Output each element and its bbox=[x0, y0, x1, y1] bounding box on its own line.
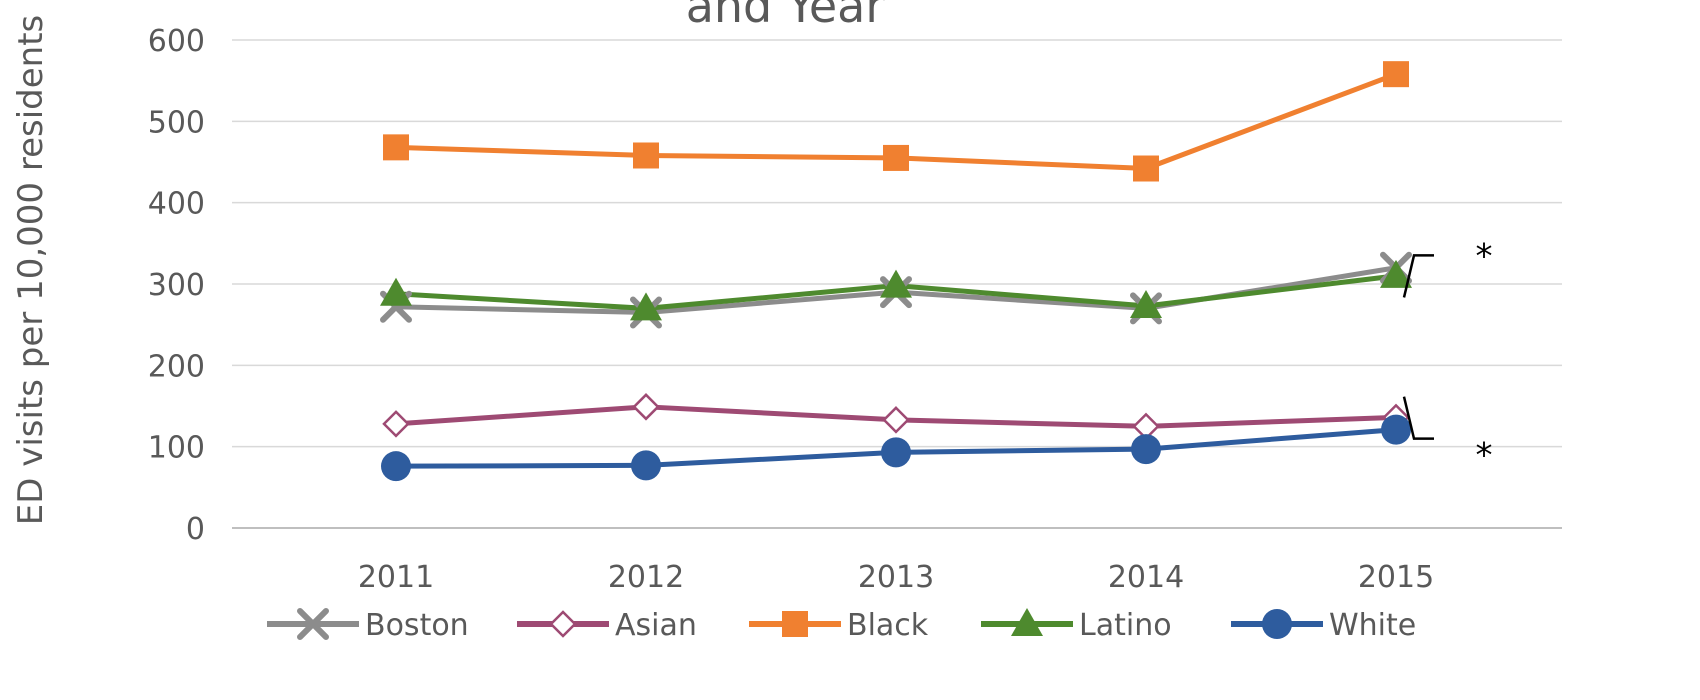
legend-label: Asian bbox=[615, 608, 697, 643]
annotations: ** bbox=[1402, 236, 1493, 476]
data-point bbox=[881, 437, 911, 468]
data-point bbox=[882, 406, 910, 434]
y-tick-label: 200 bbox=[148, 349, 205, 384]
x-tick-label: 2014 bbox=[1108, 560, 1184, 595]
annotation-bracket bbox=[1402, 254, 1434, 298]
legend-item-asian: Asian bbox=[517, 608, 697, 643]
data-point bbox=[383, 134, 409, 161]
y-tick-label: 500 bbox=[148, 105, 205, 140]
x-tick-label: 2015 bbox=[1358, 560, 1434, 595]
legend-item-white: White bbox=[1231, 608, 1416, 643]
y-tick-label: 300 bbox=[148, 268, 205, 303]
data-point bbox=[632, 393, 660, 421]
data-point bbox=[297, 608, 329, 640]
data-point bbox=[782, 611, 808, 637]
x-tick-label: 2013 bbox=[858, 560, 934, 595]
data-point bbox=[549, 610, 577, 638]
y-tick-label: 100 bbox=[148, 431, 205, 466]
series-markers bbox=[380, 61, 1412, 482]
data-point bbox=[382, 410, 410, 438]
data-point bbox=[1262, 609, 1292, 639]
legend-label: White bbox=[1329, 608, 1416, 643]
legend-item-black: Black bbox=[749, 608, 929, 643]
grid-lines bbox=[232, 39, 1562, 448]
data-point bbox=[630, 292, 662, 321]
data-point bbox=[883, 144, 909, 171]
y-axis-label: ED visits per 10,000 residents bbox=[11, 15, 51, 526]
legend-item-latino: Latino bbox=[981, 608, 1172, 643]
y-tick-label: 0 bbox=[186, 512, 205, 547]
data-point bbox=[631, 450, 661, 481]
data-point bbox=[633, 142, 659, 169]
legend-item-boston: Boston bbox=[267, 608, 469, 643]
x-tick-label: 2012 bbox=[608, 560, 684, 595]
data-point bbox=[880, 269, 912, 298]
legend-label: Boston bbox=[365, 608, 469, 643]
legend-label: Latino bbox=[1079, 608, 1172, 643]
legend-label: Black bbox=[847, 608, 929, 643]
annotation-asterisk: * bbox=[1476, 236, 1493, 276]
annotation-asterisk: * bbox=[1476, 436, 1493, 476]
legend: Boston Asian Black Latino White bbox=[267, 608, 1416, 643]
chart-title: and Year bbox=[686, 0, 885, 33]
y-tick-label: 400 bbox=[148, 187, 205, 222]
data-point bbox=[1380, 259, 1412, 288]
data-point bbox=[1011, 608, 1043, 636]
annotation-bracket bbox=[1402, 396, 1434, 440]
data-point bbox=[1383, 61, 1409, 88]
data-point bbox=[1130, 289, 1162, 318]
data-point bbox=[1381, 414, 1411, 445]
data-point bbox=[380, 277, 412, 306]
x-tick-labels: 2011 2012 2013 2014 2015 bbox=[358, 560, 1434, 595]
y-tick-labels: 0 100 200 300 400 500 600 bbox=[148, 24, 205, 547]
x-tick-label: 2011 bbox=[358, 560, 434, 595]
y-tick-label: 600 bbox=[148, 24, 205, 59]
data-point bbox=[1131, 434, 1161, 465]
data-point bbox=[1133, 155, 1159, 182]
data-point bbox=[381, 451, 411, 482]
